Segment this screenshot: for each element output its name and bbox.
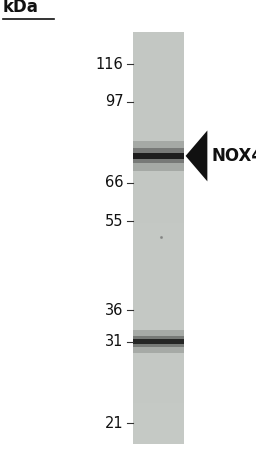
Bar [133, 347, 184, 352]
Bar [133, 339, 184, 344]
Bar [133, 156, 184, 161]
Bar [133, 295, 184, 300]
Text: 36: 36 [105, 303, 124, 318]
Bar [133, 149, 184, 163]
Text: 21: 21 [105, 416, 124, 431]
Bar [133, 398, 184, 403]
Bar [133, 367, 184, 372]
Bar [133, 336, 184, 347]
Bar [133, 413, 184, 419]
Bar [133, 439, 184, 444]
Bar [133, 141, 184, 146]
Bar [133, 280, 184, 285]
Bar [133, 171, 184, 176]
Bar [133, 377, 184, 382]
Bar [133, 393, 184, 398]
Bar [133, 300, 184, 306]
Bar [133, 403, 184, 408]
Bar [133, 228, 184, 233]
Bar [133, 192, 184, 197]
Bar [133, 362, 184, 367]
Bar [133, 213, 184, 218]
Text: 66: 66 [105, 175, 124, 190]
Bar [133, 32, 184, 38]
Bar [133, 202, 184, 207]
Bar [133, 331, 184, 336]
Bar [133, 290, 184, 295]
Bar [133, 197, 184, 202]
Bar [133, 153, 184, 159]
Bar [133, 58, 184, 63]
Text: kDa: kDa [3, 0, 38, 16]
Bar [133, 69, 184, 74]
Bar [133, 207, 184, 213]
Bar [133, 330, 184, 353]
Bar [133, 218, 184, 223]
Bar [133, 120, 184, 125]
Bar [133, 130, 184, 135]
Bar [133, 135, 184, 141]
Bar [133, 53, 184, 58]
Text: NOX4: NOX4 [211, 147, 256, 165]
Bar [133, 269, 184, 275]
Bar [133, 84, 184, 89]
Bar [133, 38, 184, 43]
Bar [133, 89, 184, 94]
Bar [133, 151, 184, 156]
Bar [133, 372, 184, 377]
Bar [133, 275, 184, 280]
Bar [133, 63, 184, 69]
Bar [133, 233, 184, 238]
Bar [133, 74, 184, 79]
Bar [133, 223, 184, 228]
Bar [133, 94, 184, 100]
Bar [133, 429, 184, 434]
Bar [133, 388, 184, 393]
Bar [133, 357, 184, 362]
Bar [133, 79, 184, 84]
Bar [133, 141, 184, 171]
Bar [133, 306, 184, 311]
Bar [133, 182, 184, 187]
Bar [133, 285, 184, 290]
Bar [133, 408, 184, 413]
Bar [133, 32, 184, 444]
Text: 116: 116 [96, 57, 124, 72]
Bar [133, 187, 184, 192]
Bar [133, 161, 184, 166]
Bar [133, 100, 184, 105]
Bar [133, 43, 184, 48]
Bar [133, 110, 184, 115]
Text: 31: 31 [105, 334, 124, 349]
Bar [133, 238, 184, 244]
Bar [133, 326, 184, 331]
Text: 97: 97 [105, 94, 124, 109]
Bar [133, 115, 184, 120]
Bar [133, 336, 184, 342]
Bar [133, 48, 184, 53]
Bar [133, 419, 184, 424]
Bar [133, 176, 184, 182]
Bar [133, 125, 184, 130]
Bar [133, 244, 184, 249]
Bar [133, 341, 184, 347]
Bar [133, 382, 184, 388]
Bar [133, 311, 184, 316]
Bar [133, 146, 184, 151]
Bar [133, 264, 184, 269]
Bar [133, 249, 184, 254]
Bar [133, 254, 184, 259]
Bar [133, 316, 184, 321]
Bar [133, 259, 184, 264]
Bar [133, 424, 184, 429]
Bar [133, 105, 184, 110]
Bar [133, 166, 184, 171]
Bar [133, 352, 184, 357]
Bar [133, 321, 184, 326]
Bar [133, 434, 184, 439]
Text: 55: 55 [105, 213, 124, 229]
Polygon shape [186, 131, 207, 181]
